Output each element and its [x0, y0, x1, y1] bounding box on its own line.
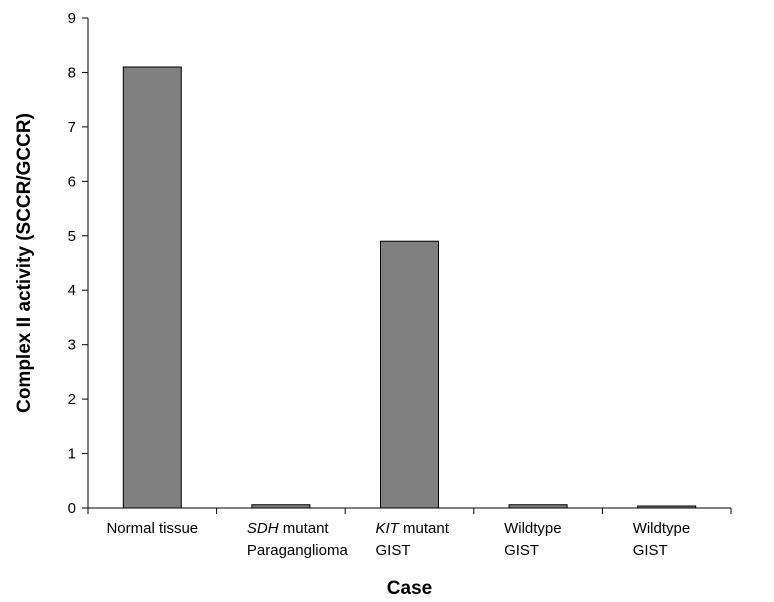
y-tick-label: 6 [68, 173, 76, 190]
bar [380, 240, 439, 509]
x-category-label: SDH mutant [247, 520, 330, 537]
y-tick-label: 1 [68, 446, 76, 463]
y-tick-label: 4 [68, 282, 76, 299]
y-tick-label: 7 [68, 119, 76, 136]
x-category-label: KIT mutant [376, 520, 450, 537]
y-tick-label: 8 [68, 64, 76, 81]
x-category-label-line2: Paraganglioma [247, 542, 349, 559]
y-tick-label: 5 [68, 228, 76, 245]
y-tick-label: 9 [68, 10, 76, 27]
x-axis-title: Case [387, 578, 432, 599]
x-category-label-line2: GIST [504, 542, 539, 559]
y-axis-title: Complex II activity (SCCR/GCCR) [14, 113, 35, 413]
bar [122, 66, 182, 509]
x-category-label: Wildtype [504, 520, 562, 537]
y-tick-label: 3 [68, 337, 76, 354]
x-category-label-line2: GIST [633, 542, 668, 559]
y-axis-ticks: 0 1 2 3 4 5 6 7 8 9 [68, 10, 88, 517]
y-tick-label: 2 [68, 391, 76, 408]
bars [122, 66, 697, 509]
y-tick-label: 0 [68, 500, 76, 517]
x-category-label: Normal tissue [106, 520, 198, 537]
x-axis-category-labels: Normal tissue SDH mutant Paraganglioma KIT … [87, 508, 732, 559]
x-category-label-line2: GIST [376, 542, 411, 559]
x-category-label: Wildtype [633, 520, 691, 537]
